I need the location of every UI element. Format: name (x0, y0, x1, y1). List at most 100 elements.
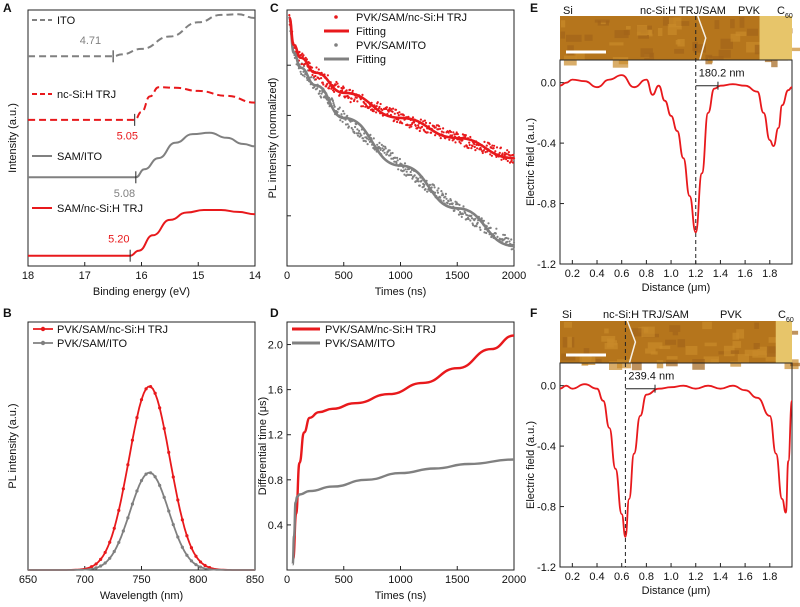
panel-f-afm-texture (723, 345, 735, 357)
panel-d-ytick-label: 0.4 (268, 520, 283, 532)
panel-c-red-data-point (506, 159, 509, 163)
panel-c-xtick-label: 1500 (445, 270, 469, 282)
panel-c-gray-data-point (510, 238, 513, 241)
panel-e-afm-texture (771, 56, 778, 68)
panel-c-red-data-point (426, 131, 429, 134)
panel-f-afm-texture (685, 346, 698, 355)
panel-e-afm-texture (677, 39, 685, 47)
panel-b-series-marker (194, 563, 198, 567)
panel-f-afm-texture (669, 325, 681, 332)
panel-c-gray-data-point (455, 203, 458, 206)
panel-e-frame (559, 59, 793, 265)
panel-c-red-data-point (335, 80, 338, 84)
panel-c-gray-data-point (354, 125, 357, 129)
panel-c-gray-data-point (442, 193, 445, 197)
panel-b-series-marker (162, 426, 166, 431)
panel-c-gray-data-point (353, 131, 356, 135)
panel-c-gray-data-point (340, 113, 343, 116)
panel-c-gray-data-point (512, 247, 515, 251)
panel-e-xtick-label: 1.0 (663, 268, 678, 280)
panel-c-gray-data-point (394, 156, 397, 159)
panel-c-gray-data-point (320, 92, 323, 95)
panel-c-red-data-point (512, 153, 515, 156)
panel-c-gray-data-point (343, 112, 346, 115)
panel-c-red-data-point (327, 87, 331, 90)
panel-b-series-marker (158, 406, 162, 410)
panel-e-xtick-label: 0.8 (639, 268, 654, 280)
panel-c-gray-data-point (384, 147, 387, 150)
panel-c-xtick-label: 1000 (388, 270, 412, 282)
panel-f-ytick-label: -1.2 (537, 562, 556, 574)
panel-b-series-marker (121, 529, 125, 533)
panel-c-red-data-point (353, 98, 356, 101)
panel-f-afm-texture (736, 329, 745, 339)
panel-c-gray-data-point (422, 185, 425, 188)
panel-f-layer-c-subscript: 60 (786, 317, 794, 324)
panel-c-red-data-point (467, 146, 470, 150)
panel-c-red-data-point (414, 124, 417, 127)
panel-c-gray-data-point (403, 162, 407, 165)
panel-c-red-data-point (302, 54, 305, 57)
panel-c-red-data-point (361, 105, 365, 108)
panel-c-red-data-point (447, 131, 450, 134)
panel-c-red-data-point (349, 101, 352, 104)
panel-c-red-data-point (308, 62, 311, 65)
panel-e-afm-texture (567, 45, 574, 56)
panel-c-gray-data-point (338, 106, 341, 109)
panel-f-afm-texture (666, 356, 678, 360)
panel-b-series-marker (108, 540, 112, 544)
panel-c-red-data-point (490, 154, 493, 157)
panel-b-series-marker (121, 487, 125, 491)
panel-c-gray-data-point (464, 211, 467, 215)
panel-c-gray-data-point (331, 99, 335, 103)
panel-f-layer-label: PVK (720, 309, 743, 321)
panel-b-xtick-label: 800 (189, 574, 207, 586)
panel-c-red-data-point (321, 81, 324, 84)
panel-b-series-marker (185, 534, 189, 538)
panel-c-red-data-point (400, 113, 403, 116)
panel-b-series-marker (126, 463, 130, 467)
panel-a-onset-value: 5.05 (117, 131, 138, 143)
panel-c-gray-data-point (510, 248, 513, 251)
panel-b-series-marker (144, 472, 148, 476)
panel-c-red-data-point (406, 124, 409, 127)
panel-c-gray-data-point (396, 156, 399, 159)
panel-c-gray-data-point (457, 213, 461, 216)
panel-c-red-data-point (455, 131, 458, 134)
panel-f-afm-texture (768, 337, 781, 343)
panel-c-red-data-point (439, 137, 442, 140)
panel-f-afm-texture (567, 336, 572, 348)
panel-c-red-data-point (434, 126, 437, 129)
panel-c-gray-data-point (402, 169, 405, 172)
panel-c-gray-data-point (496, 235, 499, 238)
panel-e-afm-texture (674, 48, 685, 54)
panel-c-red-data-point (499, 146, 502, 149)
panel-c-red-data-point (348, 88, 352, 91)
panel-b-legend-label: PVK/SAM/ITO (57, 338, 128, 350)
panel-c-red-data-point (350, 97, 353, 100)
panel-c-red-data-point (483, 140, 486, 143)
panel-b-series-marker (176, 535, 180, 539)
panel-c-red-data-point (490, 146, 493, 149)
panel-b-series-marker (99, 557, 103, 562)
panel-e-afm-texture (646, 29, 652, 35)
panel-c-red-data-point (390, 108, 393, 111)
panel-f-afm-texture (790, 362, 800, 367)
panel-f-afm-texture (702, 321, 712, 330)
panel-e-layer-c-subscript: 60 (785, 13, 793, 20)
panel-e-afm-texture (638, 35, 649, 39)
panel-e-afm-texture (708, 56, 724, 60)
panel-e-afm-texture (662, 16, 674, 26)
panel-c-gray-data-point (303, 75, 306, 78)
panel-c-red-data-point (340, 89, 344, 92)
panel-d-series-line (292, 334, 515, 560)
panel-c-legend-dot (334, 15, 338, 19)
panel-c-gray-data-point (388, 149, 391, 152)
panel-c-gray-data-point (502, 233, 505, 236)
panel-e-afm-texture (714, 20, 720, 30)
panel-c-red-data-point (298, 50, 301, 54)
panel-c-red-data-point (438, 125, 441, 128)
panel-c-gray-data-point (382, 145, 385, 148)
panel-c-gray-data-point (487, 222, 490, 225)
panel-b-series-marker (171, 523, 175, 527)
